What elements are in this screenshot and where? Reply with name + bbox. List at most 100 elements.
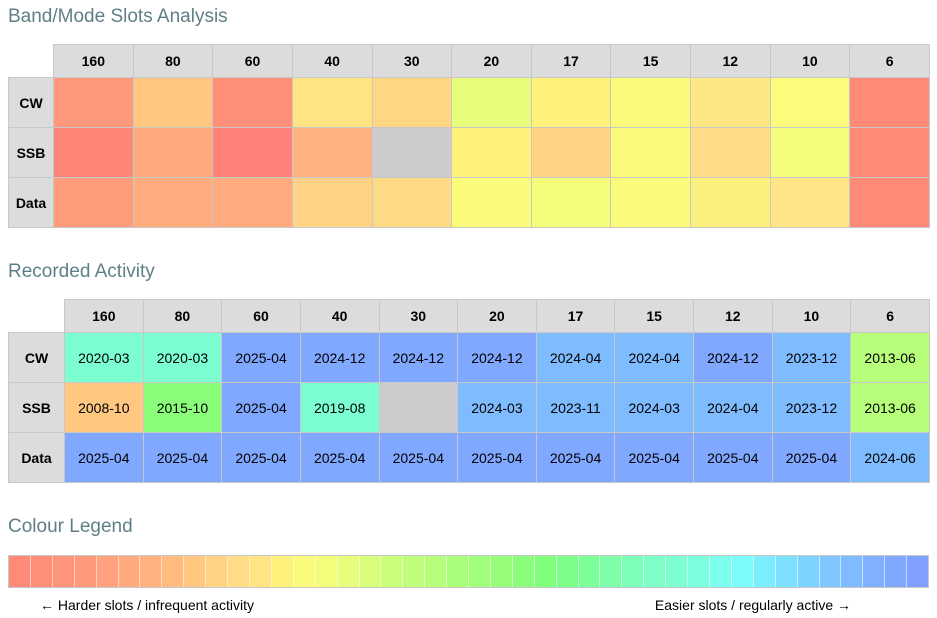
slots-cell-ssb-20 (451, 127, 532, 178)
legend-swatch (140, 556, 163, 587)
legend-swatch (96, 556, 119, 587)
legend-swatch (556, 556, 579, 587)
activity-cell-cw-160: 2020-03 (64, 332, 144, 383)
slots-cell-ssb-12 (690, 127, 771, 178)
slots-cell-ssb-17 (530, 127, 612, 178)
legend-swatch (578, 556, 601, 587)
legend-swatch (469, 556, 491, 587)
slots-cell-cw-20 (451, 77, 532, 128)
activity-band-header-17: 17 (535, 299, 616, 333)
slots-header-row: 160 80 60 40 30 20 17 15 12 10 6 (9, 44, 930, 78)
legend-swatch (315, 556, 338, 587)
activity-cell-ssb-17: 2023-11 (535, 382, 616, 433)
slots-mode-label: Data (8, 177, 54, 228)
legend-swatch (447, 556, 470, 587)
slots-cell-cw-40 (291, 77, 373, 128)
slots-cell-ssb-30 (371, 127, 453, 178)
legend-swatch (359, 556, 382, 587)
legend-swatch (753, 556, 776, 587)
activity-band-header-10: 10 (771, 299, 852, 333)
activity-band-header-60: 60 (221, 299, 301, 333)
slots-cell-data-80 (132, 177, 214, 228)
slots-cell-ssb-80 (132, 127, 214, 178)
activity-cell-data-17: 2025-04 (535, 432, 616, 483)
slots-band-header-12: 12 (690, 44, 771, 78)
slots-cell-data-160 (53, 177, 134, 228)
legend-swatch (9, 556, 31, 587)
slots-band-header-17: 17 (530, 44, 612, 78)
slots-cell-data-12 (690, 177, 771, 228)
activity-cell-data-10: 2025-04 (771, 432, 852, 483)
activity-cell-ssb-30 (378, 382, 459, 433)
activity-cell-cw-6: 2013-06 (850, 332, 930, 383)
legend-title: Colour Legend (8, 516, 133, 537)
activity-cell-cw-17: 2024-04 (535, 332, 616, 383)
activity-cell-ssb-12: 2024-04 (693, 382, 773, 433)
legend-swatch (30, 556, 53, 587)
slots-table: 160 80 60 40 30 20 17 15 12 10 6 CW SSB Data (8, 44, 930, 228)
slots-cell-ssb-6 (849, 127, 930, 178)
slots-band-header-80: 80 (132, 44, 214, 78)
legend-swatch (206, 556, 229, 587)
activity-cell-cw-10: 2023-12 (771, 332, 852, 383)
legend-swatch (841, 556, 864, 587)
slots-mode-label: CW (8, 77, 54, 128)
slots-cell-cw-160 (53, 77, 134, 128)
legend-swatch (512, 556, 535, 587)
slots-cell-ssb-60 (212, 127, 293, 178)
activity-cell-ssb-80: 2015-10 (142, 382, 223, 433)
legend-swatch (403, 556, 426, 587)
legend-swatch (249, 556, 272, 587)
activity-header-row: 160 80 60 40 30 20 17 15 12 10 6 (9, 299, 930, 333)
slots-cell-cw-10 (769, 77, 851, 128)
activity-cell-data-30: 2025-04 (378, 432, 459, 483)
activity-mode-label: Data (8, 432, 65, 483)
activity-cell-data-15: 2025-04 (614, 432, 694, 483)
slots-band-header-40: 40 (291, 44, 373, 78)
legend-swatch (688, 556, 710, 587)
slots-cell-ssb-40 (291, 127, 373, 178)
slots-cell-data-60 (212, 177, 293, 228)
legend-swatch (600, 556, 623, 587)
legend-swatch (863, 556, 886, 587)
slots-cell-cw-15 (610, 77, 691, 128)
legend-swatch (490, 556, 513, 587)
activity-cell-data-20: 2025-04 (457, 432, 537, 483)
legend-swatch (731, 556, 754, 587)
activity-cell-data-80: 2025-04 (142, 432, 223, 483)
activity-mode-label: SSB (8, 382, 65, 433)
activity-table: 160 80 60 40 30 20 17 15 12 10 6 CW 2020-03 2020-03 2… (8, 299, 930, 483)
slots-band-header-6: 6 (849, 44, 930, 78)
legend-swatch (425, 556, 448, 587)
activity-band-header-15: 15 (614, 299, 694, 333)
legend-swatch (271, 556, 294, 587)
slots-row-cw: CW (8, 77, 930, 128)
activity-band-header-30: 30 (378, 299, 459, 333)
activity-cell-cw-40: 2024-12 (299, 332, 380, 383)
activity-cell-ssb-6: 2013-06 (850, 382, 930, 433)
activity-band-header-80: 80 (142, 299, 223, 333)
legend-swatch (74, 556, 97, 587)
activity-cell-ssb-40: 2019-08 (299, 382, 380, 433)
slots-cell-data-15 (610, 177, 691, 228)
legend-swatch (534, 556, 557, 587)
activity-cell-cw-12: 2024-12 (693, 332, 773, 383)
legend-swatch (797, 556, 820, 587)
colour-legend-bar (8, 555, 929, 588)
activity-band-header-40: 40 (299, 299, 380, 333)
legend-swatch (337, 556, 360, 587)
activity-row-ssb: SSB 2008-10 2015-10 2025-04 2019-08 2024-03 20… (8, 382, 930, 433)
slots-mode-label: SSB (8, 127, 54, 178)
activity-cell-data-60: 2025-04 (221, 432, 301, 483)
activity-cell-ssb-20: 2024-03 (457, 382, 537, 433)
activity-row-data: Data 2025-04 2025-04 2025-04 2025-04 2025-04 2… (8, 432, 930, 483)
activity-cell-ssb-10: 2023-12 (771, 382, 852, 433)
activity-band-header-160: 160 (64, 299, 144, 333)
slots-band-header-15: 15 (610, 44, 691, 78)
slots-section-title: Band/Mode Slots Analysis (8, 6, 228, 27)
legend-swatch (885, 556, 908, 587)
slots-cell-data-40 (291, 177, 373, 228)
slots-cell-ssb-10 (769, 127, 851, 178)
slots-corner (9, 45, 54, 78)
slots-cell-cw-30 (371, 77, 453, 128)
